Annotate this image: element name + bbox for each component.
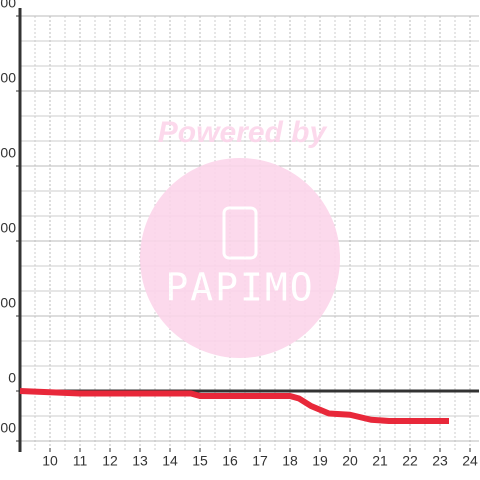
y-tick-label: -20,000 — [0, 420, 16, 436]
series-line — [19, 388, 449, 424]
y-tick-label: 120,000 — [0, 70, 16, 86]
watermark: Powered by PAPIMO — [140, 116, 340, 358]
y-tick-label: 30,000 — [0, 295, 16, 311]
x-tick-label: 17 — [252, 453, 268, 469]
x-tick-label: 18 — [282, 453, 298, 469]
x-tick-label: 19 — [312, 453, 328, 469]
x-tick-label: 15 — [192, 453, 208, 469]
y-tick-label: 60,000 — [0, 220, 16, 236]
x-tick-label: 20 — [342, 453, 358, 469]
x-tick-label: 22 — [402, 453, 418, 469]
x-tick-label: 13 — [132, 453, 148, 469]
x-tick-label: 16 — [222, 453, 238, 469]
x-tick-label: 21 — [372, 453, 388, 469]
watermark-phone — [222, 206, 258, 260]
plot: 10 11 12 13 14 15 16 17 18 19 20 21 22 23 24 -20,000 0 30… — [0, 0, 479, 469]
x-tick-label: 12 — [102, 453, 118, 469]
y-tick-label: 90,000 — [0, 145, 16, 161]
y-tick-label: 150,000 — [0, 0, 16, 11]
y-tick-label: 0 — [8, 370, 16, 386]
x-tick-label: 14 — [162, 453, 178, 469]
x-tick-label: 23 — [432, 453, 448, 469]
x-tick-label: 24 — [462, 453, 478, 469]
x-tick-label: 11 — [73, 453, 88, 469]
watermark-logo: PAPIMO — [165, 266, 314, 310]
watermark-text: Powered by — [158, 116, 328, 149]
x-tick-label: 10 — [42, 453, 58, 469]
